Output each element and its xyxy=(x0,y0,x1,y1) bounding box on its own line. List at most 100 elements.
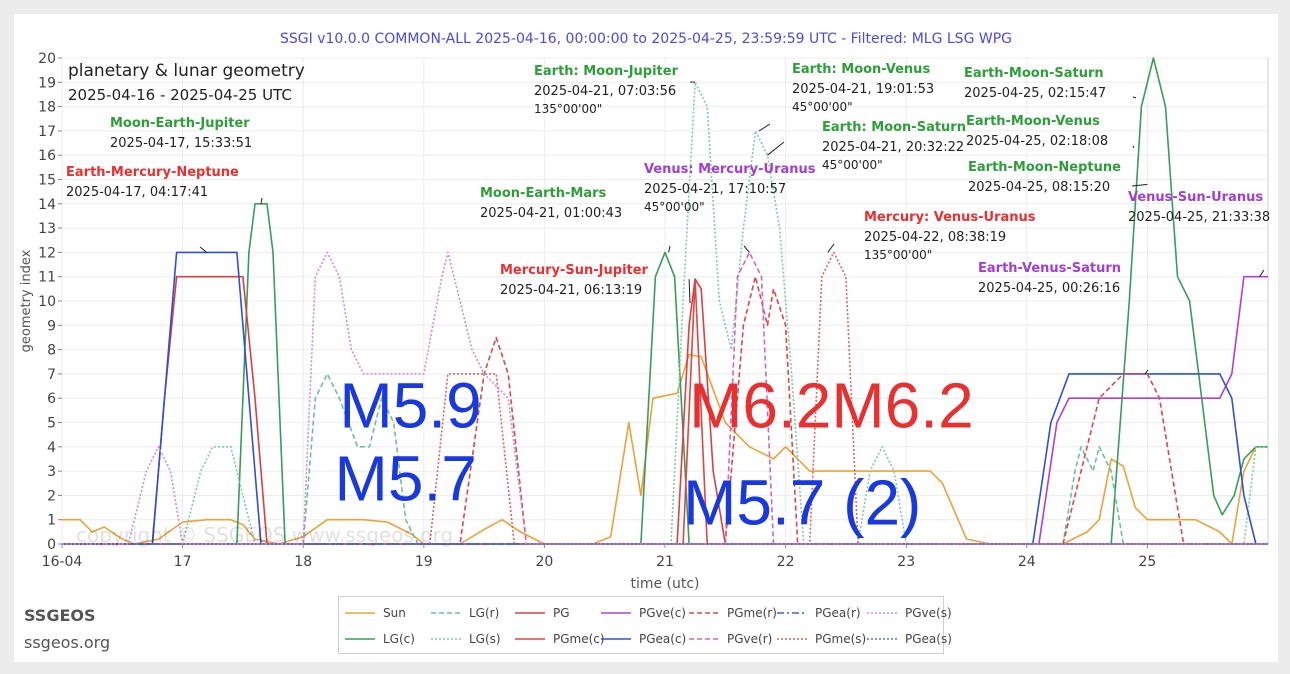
y-tick-label: 11 xyxy=(38,270,56,286)
series-line-sun xyxy=(62,353,1268,545)
annotation-leader xyxy=(758,123,771,132)
annotation-title: Earth: Moon-Venus xyxy=(792,62,930,77)
x-tick-label: 25 xyxy=(1138,554,1156,570)
annotation-angle: 45°00'00" xyxy=(644,200,705,214)
legend-item[interactable]: PGve(r) xyxy=(689,629,772,649)
y-tick-label: 14 xyxy=(38,197,56,213)
legend-item[interactable]: PGme(c) xyxy=(515,629,605,649)
legend-item[interactable]: PGea(r) xyxy=(777,603,861,623)
x-tick-label: 20 xyxy=(535,554,553,570)
annotation-angle: 45°00'00" xyxy=(792,100,853,114)
legend-swatch xyxy=(689,638,719,640)
legend-swatch xyxy=(689,612,719,614)
x-tick-label: 17 xyxy=(174,554,192,570)
y-tick-label: 17 xyxy=(38,124,56,140)
annotation-title: Earth-Mercury-Neptune xyxy=(66,165,239,180)
y-tick-label: 3 xyxy=(47,464,56,480)
x-tick-label: 24 xyxy=(1018,554,1036,570)
legend-swatch xyxy=(345,612,375,614)
legend-label: LG(c) xyxy=(383,632,415,646)
y-tick-label: 15 xyxy=(38,173,56,189)
legend-item[interactable]: PG xyxy=(515,603,570,623)
series-line-lg-c- xyxy=(62,57,1268,545)
annotation-time: 2025-04-22, 08:38:19 xyxy=(864,230,1006,245)
x-tick-label: 16-04 xyxy=(42,554,83,570)
legend-label: PGme(r) xyxy=(727,606,777,620)
legend-item[interactable]: PGve(s) xyxy=(867,603,952,623)
annotation-title: Mercury-Sun-Jupiter xyxy=(500,263,649,278)
legend-swatch xyxy=(867,612,897,614)
legend-item[interactable]: PGve(c) xyxy=(601,603,686,623)
y-tick-label: 0 xyxy=(47,537,56,553)
y-tick-label: 20 xyxy=(38,51,56,67)
legend-label: LG(r) xyxy=(469,606,500,620)
annotation-time: 2025-04-25, 00:26:16 xyxy=(978,281,1120,296)
x-axis-label: time (utc) xyxy=(630,576,699,592)
annotation-time: 2025-04-25, 21:33:38 xyxy=(1128,210,1270,225)
brand-name: SSGEOS xyxy=(24,606,96,625)
legend-swatch xyxy=(601,638,631,640)
legend-item[interactable]: LG(c) xyxy=(345,629,415,649)
chart-title: SSGI v10.0.0 COMMON-ALL 2025-04-16, 00:0… xyxy=(280,31,1012,47)
legend-item[interactable]: PGme(s) xyxy=(777,629,866,649)
annotation-title: Moon-Earth-Mars xyxy=(480,186,606,201)
y-tick-label: 1 xyxy=(47,513,56,529)
legend-swatch xyxy=(867,638,897,640)
x-tick-label: 19 xyxy=(415,554,433,570)
y-tick-label: 18 xyxy=(38,100,56,116)
y-tick-label: 16 xyxy=(38,148,56,164)
annotation-time: 2025-04-21, 20:32:22 xyxy=(822,140,964,155)
legend-item[interactable]: LG(r) xyxy=(431,603,499,623)
legend-swatch xyxy=(431,612,461,614)
annotation-time: 2025-04-25, 02:15:47 xyxy=(964,86,1106,101)
quake-label: M5.9 xyxy=(339,369,481,441)
brand-site[interactable]: ssgeos.org xyxy=(24,633,111,652)
annotation-time: 2025-04-21, 01:00:43 xyxy=(480,206,622,221)
annotation-title: Earth-Moon-Neptune xyxy=(968,160,1121,175)
legend-label: PGea(c) xyxy=(639,632,687,646)
annotation-leader xyxy=(827,243,835,253)
quake-label: M5.7 (2) xyxy=(683,467,921,539)
series-line-lg-r- xyxy=(62,373,1268,545)
x-tick-label: 22 xyxy=(777,554,795,570)
legend-swatch xyxy=(345,638,375,640)
legend-item[interactable]: PGea(c) xyxy=(601,629,686,649)
legend-label: PGve(r) xyxy=(727,632,773,646)
legend-item[interactable]: LG(s) xyxy=(431,629,501,649)
legend-swatch xyxy=(431,638,461,640)
x-tick-label: 23 xyxy=(897,554,915,570)
annotation-leader xyxy=(668,245,671,253)
watermark-text: copyright © SSGEOS www.ssgeos.org xyxy=(76,523,454,547)
y-tick-label: 13 xyxy=(38,221,56,237)
legend-label: PGea(s) xyxy=(905,632,952,646)
quake-label: M6.2M6.2 xyxy=(689,369,974,441)
series-line-lg-s- xyxy=(62,81,1268,545)
annotation-leader xyxy=(688,279,691,304)
annotation-title: Moon-Earth-Jupiter xyxy=(110,116,250,131)
legend-item[interactable]: PGea(s) xyxy=(867,629,952,649)
annotation-time: 2025-04-25, 08:15:20 xyxy=(968,180,1110,195)
legend-item[interactable]: PGme(r) xyxy=(689,603,777,623)
annotation-angle: 135°00'00" xyxy=(534,102,602,116)
legend-item[interactable]: Sun xyxy=(345,603,406,623)
annotation-title: Venus: Mercury-Uranus xyxy=(644,162,816,177)
annotation-leader xyxy=(743,245,750,253)
legend-label: PGme(s) xyxy=(815,632,867,646)
chart-frame: 0 1 2 3 4 5 6 7 8 9 10 11 12 13 14 15 16 17 18 19 20 16-04 17 1… xyxy=(14,14,1278,662)
annotation-time: 2025-04-21, 19:01:53 xyxy=(792,82,934,97)
chart-subtitle-2: 2025-04-16 - 2025-04-25 UTC xyxy=(68,86,292,104)
y-tick-label: 7 xyxy=(47,367,56,383)
chart-subtitle-1: planetary & lunar geometry xyxy=(68,61,305,81)
y-tick-label: 8 xyxy=(47,343,56,359)
annotation-leader xyxy=(199,246,208,253)
annotation-title: Venus-Sun-Uranus xyxy=(1128,190,1263,205)
annotation-title: Earth: Moon-Jupiter xyxy=(534,64,679,79)
x-tick-label: 18 xyxy=(294,554,312,570)
annotation-leader xyxy=(1131,183,1148,187)
annotation-title: Earth: Moon-Saturn xyxy=(822,120,966,135)
annotation-time: 2025-04-21, 07:03:56 xyxy=(534,84,676,99)
annotation-leader xyxy=(767,141,785,156)
legend-label: PGve(s) xyxy=(905,606,952,620)
y-tick-label: 19 xyxy=(38,75,56,91)
annotation-leader xyxy=(1132,96,1137,99)
